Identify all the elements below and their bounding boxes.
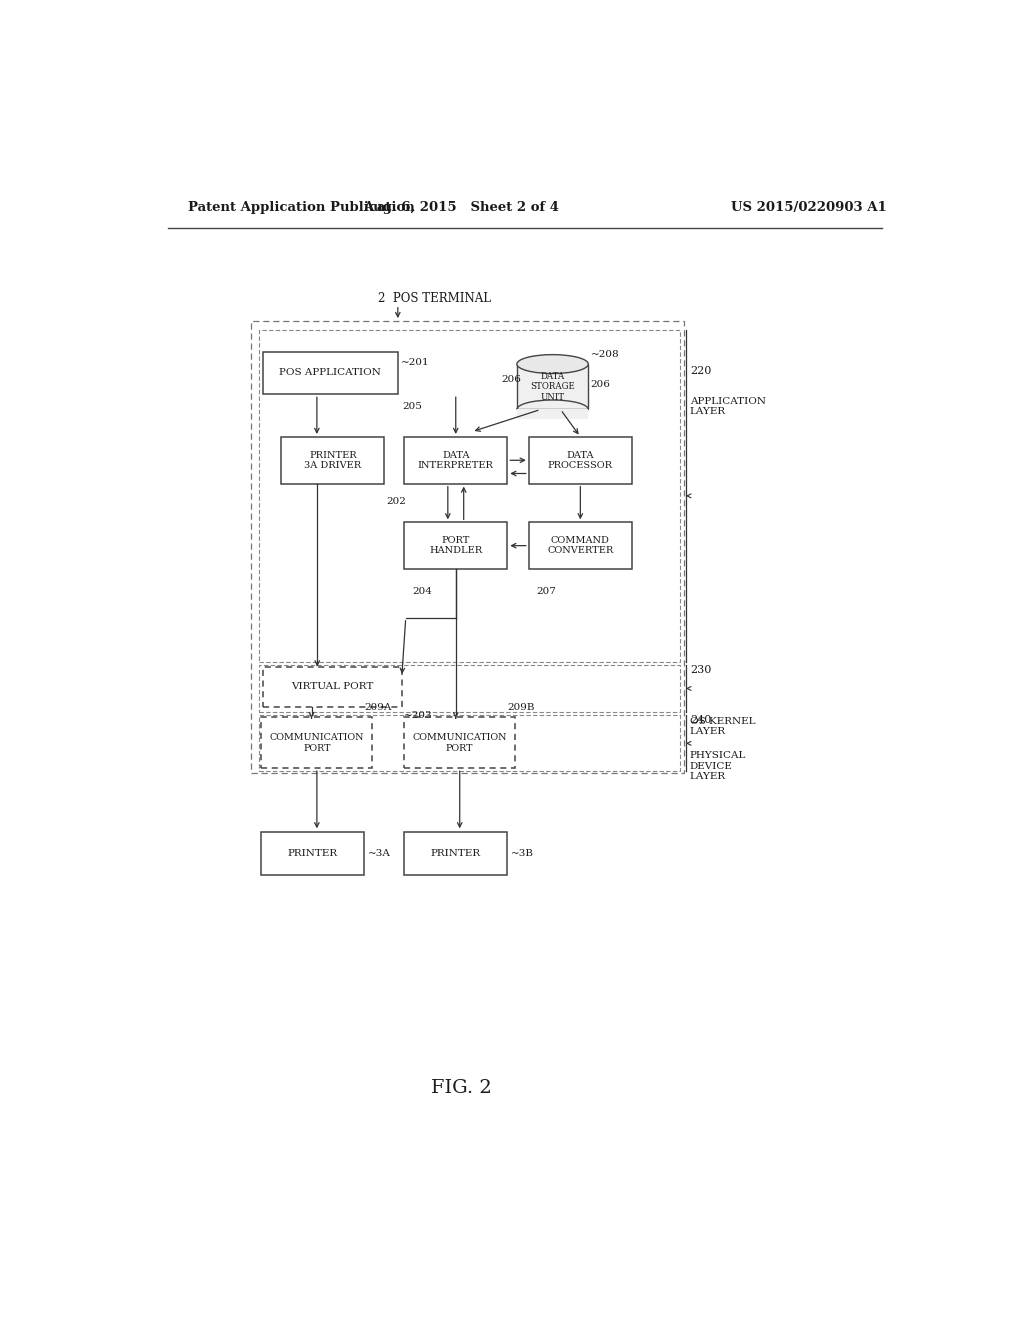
- Text: 209A: 209A: [365, 702, 392, 711]
- FancyBboxPatch shape: [263, 351, 397, 395]
- Text: Patent Application Publication: Patent Application Publication: [187, 201, 415, 214]
- Text: 202: 202: [387, 498, 407, 507]
- Text: 205: 205: [402, 401, 423, 411]
- Text: PRINTER: PRINTER: [288, 849, 338, 858]
- FancyBboxPatch shape: [404, 833, 507, 875]
- Text: DATA
STORAGE
UNIT: DATA STORAGE UNIT: [530, 372, 574, 401]
- FancyBboxPatch shape: [261, 833, 365, 875]
- Text: 209B: 209B: [507, 702, 535, 711]
- Text: PHYSICAL
DEVICE
LAYER: PHYSICAL DEVICE LAYER: [690, 751, 746, 781]
- Text: COMMUNICATION
PORT: COMMUNICATION PORT: [413, 733, 507, 752]
- Text: PRINTER: PRINTER: [431, 849, 481, 858]
- Text: DATA
INTERPRETER: DATA INTERPRETER: [418, 450, 494, 470]
- Text: 204: 204: [412, 587, 432, 595]
- Text: 230: 230: [690, 665, 712, 675]
- Text: OS KERNEL
LAYER: OS KERNEL LAYER: [690, 717, 756, 737]
- Text: ~208: ~208: [591, 350, 620, 359]
- FancyBboxPatch shape: [282, 437, 384, 483]
- Text: FIG. 2: FIG. 2: [431, 1080, 492, 1097]
- Text: ~3B: ~3B: [511, 849, 534, 858]
- Text: ~3A: ~3A: [368, 849, 390, 858]
- FancyBboxPatch shape: [528, 437, 632, 483]
- Text: US 2015/0220903 A1: US 2015/0220903 A1: [731, 201, 887, 214]
- Text: POS APPLICATION: POS APPLICATION: [280, 368, 381, 378]
- FancyBboxPatch shape: [261, 718, 373, 768]
- Text: 206: 206: [501, 375, 521, 384]
- Text: DATA
PROCESSOR: DATA PROCESSOR: [548, 450, 612, 470]
- Text: 206: 206: [591, 380, 610, 389]
- Text: 2  POS TERMINAL: 2 POS TERMINAL: [378, 292, 490, 305]
- Text: 207: 207: [537, 587, 557, 595]
- Text: 240: 240: [690, 715, 712, 726]
- Text: COMMAND
CONVERTER: COMMAND CONVERTER: [547, 536, 613, 556]
- Text: ~201: ~201: [401, 358, 430, 367]
- Text: COMMUNICATION
PORT: COMMUNICATION PORT: [269, 733, 365, 752]
- FancyBboxPatch shape: [528, 523, 632, 569]
- Text: VIRTUAL PORT: VIRTUAL PORT: [291, 682, 374, 692]
- Text: ~203: ~203: [404, 711, 433, 719]
- FancyBboxPatch shape: [404, 718, 515, 768]
- Text: PORT
HANDLER: PORT HANDLER: [429, 536, 482, 556]
- Text: Aug. 6, 2015   Sheet 2 of 4: Aug. 6, 2015 Sheet 2 of 4: [364, 201, 559, 214]
- Bar: [517, 364, 588, 409]
- Bar: [517, 409, 588, 418]
- Text: 220: 220: [690, 366, 712, 376]
- FancyBboxPatch shape: [404, 437, 507, 483]
- Text: PRINTER
3A DRIVER: PRINTER 3A DRIVER: [304, 450, 361, 470]
- FancyBboxPatch shape: [263, 667, 401, 708]
- FancyBboxPatch shape: [404, 523, 507, 569]
- Ellipse shape: [517, 355, 588, 374]
- Text: APPLICATION
LAYER: APPLICATION LAYER: [690, 397, 766, 416]
